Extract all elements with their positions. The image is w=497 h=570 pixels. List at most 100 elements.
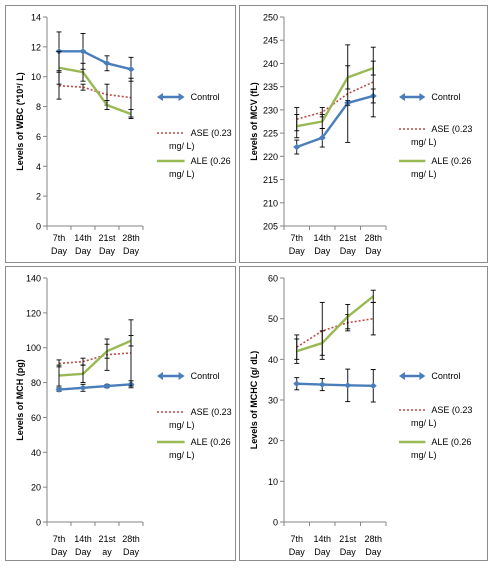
y-tick-label: 230 [263, 105, 278, 115]
category-label: Day [340, 547, 357, 557]
y-tick-label: 8 [36, 102, 41, 112]
chart-svg: 205 210 215 220 225 230 235 240 245 250 7th Day 14th… [249, 13, 472, 257]
category-label: 14th [313, 534, 331, 544]
category-label: 21st [98, 233, 116, 243]
category-label: 28th [122, 534, 140, 544]
y-tick-label: 235 [263, 82, 278, 92]
y-tick-label: 60 [268, 274, 278, 284]
category-label: Day [365, 246, 382, 256]
y-tick-label: 2 [36, 192, 41, 202]
error-bar-ale [104, 100, 110, 111]
category-label: Day [314, 246, 331, 256]
y-tick-label: 4 [36, 162, 41, 172]
data-point-control [103, 382, 111, 390]
y-tick-label: 240 [263, 59, 278, 69]
category-label: 7th [290, 534, 303, 544]
category-label: 14th [313, 233, 331, 243]
y-axis-label: Levels of MCV (fL) [249, 82, 259, 161]
y-tick-label: 10 [31, 72, 41, 82]
error-bar-ale [128, 335, 134, 347]
series-line-ale [296, 295, 374, 353]
error-bar-ale [56, 50, 62, 85]
y-tick-label: 6 [36, 132, 41, 142]
data-point-control [318, 134, 326, 141]
category-label: Day [75, 246, 92, 256]
y-tick-label: 0 [273, 518, 278, 528]
category-label: Day [123, 246, 140, 256]
chart-svg: 0 20 40 60 80 100 120 140 7th Day 14th Day 21st ay 28t… [15, 274, 232, 558]
data-point-control [293, 380, 301, 387]
category-label: 14th [74, 233, 92, 243]
panel-mcv: 205 210 215 220 225 230 235 240 245 250 7th Day 14th… [239, 5, 488, 263]
error-bar-ale [56, 364, 62, 387]
chart-svg: 0 10 20 30 40 50 60 7th Day 14th Day 21st Day 28th Day… [249, 274, 472, 558]
y-tick-label: 210 [263, 198, 278, 208]
y-axis-label: Levels of MCH (pg) [15, 359, 25, 441]
category-label: 7th [53, 534, 66, 544]
category-label: 21st [98, 534, 116, 544]
error-bar-ase [128, 319, 134, 387]
legend-swatch-control [399, 93, 426, 101]
legend-label-control: Control [191, 371, 220, 381]
error-bar-ase [345, 44, 351, 143]
data-point-control [103, 60, 111, 67]
series-line-ale [58, 339, 132, 377]
legend-swatch-control [157, 372, 185, 380]
legend-label-ase: ASE (0.23 mg/ L) [411, 405, 472, 428]
y-tick-label: 20 [31, 483, 41, 493]
legend-label-ale: ALE (0.26 mg/ L) [169, 437, 231, 460]
category-label: Day [51, 246, 68, 256]
error-bar-ale [319, 114, 325, 129]
category-label: Day [289, 246, 306, 256]
series-line-ale [296, 66, 374, 128]
data-point-control [79, 48, 87, 55]
category-label: Day [314, 547, 331, 557]
category-label: ay [102, 547, 112, 557]
error-bar-ale [370, 60, 376, 76]
data-point-control [79, 384, 87, 391]
series-line-control [296, 94, 374, 149]
y-tick-label: 12 [31, 42, 41, 52]
category-label: 21st [339, 233, 357, 243]
y-tick-label: 20 [268, 436, 278, 446]
series-line-ase [58, 84, 132, 99]
data-point-control [344, 382, 352, 389]
y-tick-label: 140 [26, 274, 41, 284]
panel-wbc: 0 2 4 6 8 10 12 14 7th Day 14th Day 21st Day 28th Day Le… [5, 5, 236, 263]
legend-label-ale: ALE (0.26 mg/ L) [169, 156, 231, 179]
y-tick-label: 245 [263, 36, 278, 46]
y-axis-label: Levels of WBC (*10³/ L) [15, 72, 25, 171]
category-label: Day [365, 547, 382, 557]
category-label: 21st [339, 534, 357, 544]
error-bar-ale [294, 114, 300, 139]
error-bar-ale [370, 289, 376, 303]
legend-label-control: Control [431, 371, 460, 381]
legend-label-ale: ALE (0.26 mg/ L) [411, 156, 471, 179]
y-tick-label: 50 [268, 314, 278, 324]
error-bar-ale [345, 65, 351, 90]
category-label: Day [289, 547, 306, 557]
series-line-control [58, 383, 132, 391]
error-bar-ale [80, 364, 86, 384]
category-label: Day [75, 547, 92, 557]
panel-mch: 0 20 40 60 80 100 120 140 7th Day 14th Day 21st ay 28t… [5, 266, 236, 561]
error-bar-ale [294, 338, 300, 364]
category-label: Day [51, 547, 68, 557]
category-label: 7th [290, 233, 303, 243]
category-label: 28th [364, 534, 382, 544]
y-tick-label: 120 [26, 308, 41, 318]
series-line-ase [296, 317, 374, 348]
y-tick-label: 225 [263, 129, 278, 139]
data-point-control [293, 143, 301, 151]
y-tick-label: 100 [26, 343, 41, 353]
error-bar-ase [370, 46, 376, 118]
legend-label-ale: ALE (0.26 mg/ L) [411, 437, 471, 460]
y-tick-label: 40 [31, 448, 41, 458]
legend-swatch-control [399, 372, 426, 380]
legend-label-control: Control [191, 92, 220, 102]
y-tick-label: 30 [268, 396, 278, 406]
legend-label-ase: ASE (0.23 mg/ L) [411, 124, 472, 147]
y-tick-label: 14 [31, 13, 41, 23]
error-bar-ale [345, 303, 351, 330]
